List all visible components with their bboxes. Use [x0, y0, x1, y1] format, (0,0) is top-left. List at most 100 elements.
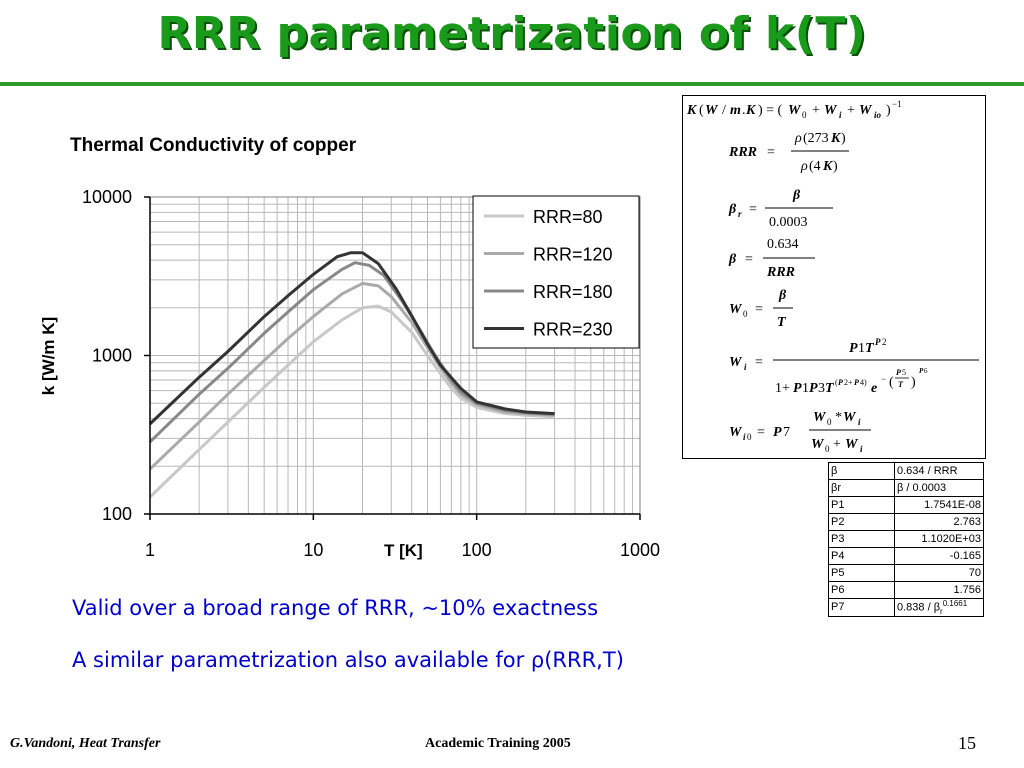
svg-text:(273: (273: [803, 131, 829, 146]
footer-event: Academic Training 2005: [425, 736, 571, 751]
parameter-row: P3 1.1020E+03: [828, 530, 984, 548]
legend-box: [472, 195, 640, 349]
svg-text:0.634: 0.634: [767, 237, 799, 252]
svg-text:=: =: [749, 202, 757, 217]
chart-legend: RRR=80 RRR=120 RRR=180 RRR=230: [472, 195, 640, 349]
legend-label: RRR=80: [533, 207, 603, 227]
parameter-name: P1: [828, 496, 895, 514]
legend-label: RRR=120: [533, 245, 613, 265]
svg-text:): ): [886, 103, 891, 118]
svg-text:P: P: [854, 378, 859, 387]
svg-text:0.0003: 0.0003: [769, 215, 808, 230]
svg-text:i: i: [839, 110, 842, 120]
svg-text:W: W: [824, 103, 838, 118]
svg-text:(: (: [835, 378, 838, 387]
svg-text:T: T: [898, 380, 904, 389]
svg-text:+: +: [847, 103, 855, 118]
svg-text:(: (: [889, 375, 894, 390]
svg-text:1+: 1+: [775, 381, 790, 396]
svg-text:.: .: [742, 103, 746, 118]
svg-text:1: 1: [858, 341, 865, 356]
axis-ticks: 1 10 100 1000 100 1000 10000: [82, 187, 660, 560]
series-layer: [148, 251, 555, 499]
svg-text:5: 5: [902, 368, 906, 377]
svg-text:−: −: [881, 374, 886, 384]
svg-text:7: 7: [783, 425, 790, 440]
svg-text:*: *: [835, 410, 842, 425]
formula-rrr: RRR = ρ (273 K) ρ (4 K): [728, 131, 849, 174]
svg-text:2+: 2+: [844, 378, 853, 387]
svg-text:W: W: [859, 103, 873, 118]
svg-text:=: =: [755, 302, 763, 317]
svg-text:T: T: [865, 341, 875, 356]
svg-text:W: W: [843, 410, 857, 425]
note-similar-parametrization: A similar parametrization also available…: [72, 648, 624, 672]
svg-text:m: m: [730, 103, 741, 118]
parameter-value: β / 0.0003: [894, 479, 984, 497]
svg-text:−1: −1: [892, 99, 902, 109]
svg-text:+: +: [833, 437, 841, 452]
svg-text:K: K: [745, 103, 757, 118]
svg-text:(: (: [699, 103, 704, 118]
svg-text:=: =: [757, 425, 765, 440]
svg-text:P: P: [875, 337, 881, 347]
parameter-value: 0.634 / RRR: [894, 462, 984, 480]
parameter-name: P4: [828, 547, 895, 565]
svg-text:β: β: [792, 188, 801, 203]
parameter-row: βr β / 0.0003: [828, 479, 984, 497]
svg-text:io: io: [874, 110, 882, 120]
title-divider: [0, 82, 1024, 86]
svg-text:K: K: [830, 131, 842, 146]
svg-text:=: =: [745, 252, 753, 267]
svg-text:ρ: ρ: [794, 131, 802, 146]
note-suffix: (RRR,T): [544, 648, 624, 672]
svg-text:0: 0: [747, 432, 752, 442]
svg-text:P: P: [838, 378, 843, 387]
parameter-name: P5: [828, 564, 895, 582]
parameter-name: P7: [828, 598, 895, 617]
formula-w0: W 0 = β T: [729, 288, 793, 330]
svg-text:W: W: [729, 425, 743, 440]
page-number: 15: [958, 733, 976, 753]
svg-text:1: 1: [802, 381, 809, 396]
parameter-value: 1.756: [894, 581, 984, 599]
svg-text:0: 0: [825, 444, 830, 454]
note-validity: Valid over a broad range of RRR, ~10% ex…: [72, 596, 599, 620]
svg-text:T: T: [825, 381, 835, 396]
chart-title: Thermal Conductivity of copper: [70, 135, 357, 156]
svg-text:4): 4): [860, 378, 867, 387]
svg-text:(4: (4: [809, 159, 821, 174]
note-text: A similar parametrization also available…: [72, 648, 531, 672]
legend-label: RRR=180: [533, 282, 613, 302]
svg-text:0: 0: [743, 309, 748, 319]
y-tick-label: 100: [102, 504, 132, 524]
series-line-rrr-230: [148, 251, 555, 425]
parameter-value: -0.165: [894, 547, 984, 565]
svg-text:2: 2: [882, 337, 887, 347]
parameter-row: P5 70: [828, 564, 984, 582]
x-axis-label: T [K]: [384, 541, 423, 560]
legend-label: RRR=230: [533, 320, 613, 340]
svg-text:): ): [841, 131, 846, 146]
svg-text:P: P: [849, 341, 858, 356]
svg-text:): ): [911, 375, 916, 390]
y-tick-label: 10000: [82, 187, 132, 207]
formula-equations: K ( W / m . K ) = ( W 0 + W i + W io ) −…: [686, 99, 979, 454]
footer-author: G.Vandoni, Heat Transfer: [10, 736, 161, 751]
parameter-name: βr: [828, 479, 895, 497]
svg-text:W: W: [729, 355, 743, 370]
svg-text:W: W: [788, 103, 802, 118]
svg-text:W: W: [813, 410, 827, 425]
svg-text:): ): [833, 159, 838, 174]
svg-text:i: i: [858, 417, 861, 427]
parameter-name: P6: [828, 581, 895, 599]
svg-text:=: =: [767, 145, 775, 160]
x-tick-label: 10: [303, 540, 323, 560]
parameter-row: β 0.634 / RRR: [828, 462, 984, 480]
formula-box: K ( W / m . K ) = ( W 0 + W i + W io ) −…: [682, 95, 986, 459]
svg-text:i: i: [860, 444, 863, 454]
svg-text:β: β: [728, 202, 737, 217]
parameter-name: P3: [828, 530, 895, 548]
